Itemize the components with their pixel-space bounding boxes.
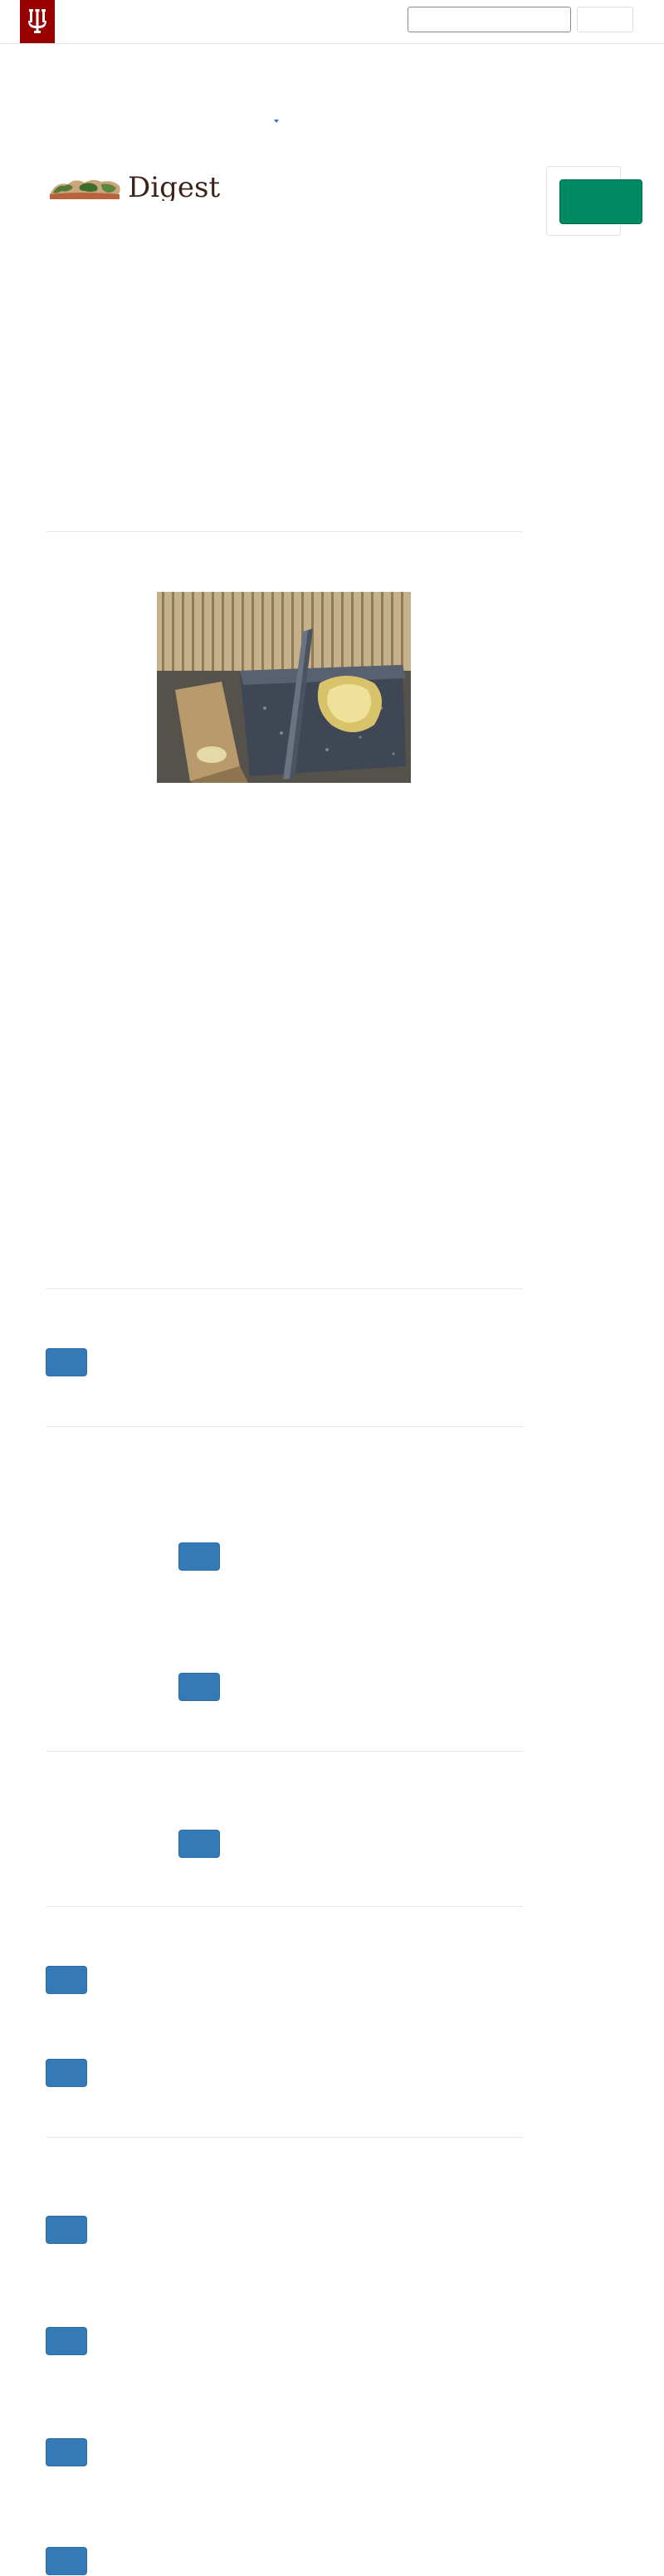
divider	[46, 1906, 523, 1907]
trident-glyph	[28, 9, 46, 33]
action-button[interactable]	[178, 1830, 220, 1858]
primary-action-button[interactable]	[559, 179, 642, 224]
action-button[interactable]	[46, 2327, 87, 2355]
stone-grinding-slab-photo	[157, 592, 411, 783]
masthead-wordmark: Digest	[128, 171, 221, 201]
action-button[interactable]	[46, 1348, 87, 1376]
action-button[interactable]	[46, 1966, 87, 1994]
divider	[46, 531, 523, 532]
masthead: Digest	[48, 166, 222, 201]
divider	[46, 2137, 523, 2138]
search-input[interactable]	[408, 7, 571, 32]
top-bar	[0, 0, 664, 44]
chevron-down-icon[interactable]	[274, 120, 279, 123]
search-button[interactable]	[577, 7, 633, 32]
article-photo	[157, 592, 411, 783]
action-button[interactable]	[178, 1542, 220, 1571]
divider	[46, 1751, 523, 1752]
action-button[interactable]	[46, 2059, 87, 2087]
divider	[46, 1288, 523, 1289]
world-map-icon	[50, 179, 120, 199]
action-button[interactable]	[46, 2547, 87, 2575]
iu-trident-icon[interactable]	[20, 0, 55, 43]
divider	[46, 1426, 523, 1427]
action-button[interactable]	[46, 2438, 87, 2466]
action-button[interactable]	[46, 2216, 87, 2244]
action-button[interactable]	[178, 1673, 220, 1701]
